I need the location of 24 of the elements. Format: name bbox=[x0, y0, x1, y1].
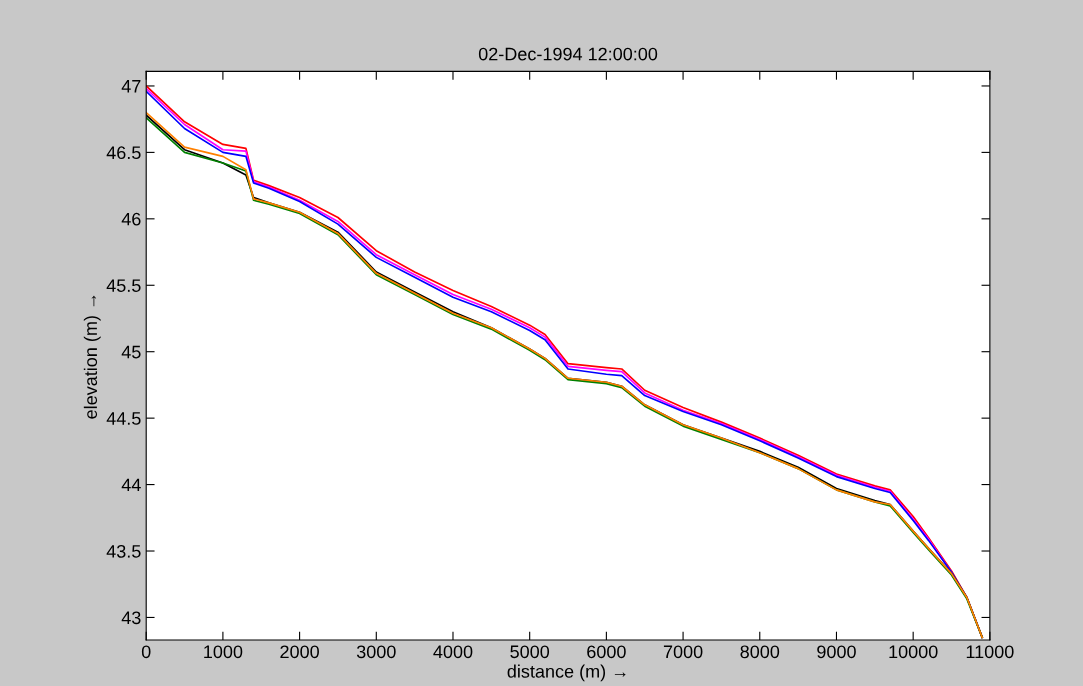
x-tick-label: 4000 bbox=[433, 645, 473, 659]
y-tick-label: 45.5 bbox=[106, 279, 141, 292]
y-tick-label: 44 bbox=[121, 478, 141, 492]
y-tick-label: 43 bbox=[121, 611, 141, 625]
x-tick-label: 3000 bbox=[356, 645, 396, 659]
x-tick-label: 11000 bbox=[966, 645, 1014, 659]
x-tick-label: 5000 bbox=[510, 645, 550, 659]
y-tick-label: 43.5 bbox=[106, 544, 141, 558]
y-tick-label: 44.5 bbox=[106, 412, 141, 425]
x-tick-label: 0 bbox=[141, 645, 151, 659]
y-tick-label: 46 bbox=[121, 212, 141, 226]
x-tick-label: 7000 bbox=[663, 645, 703, 659]
x-tick-label: 6000 bbox=[587, 645, 626, 659]
x-tick-label: 2000 bbox=[280, 645, 319, 659]
x-axis-title: distance (m) → bbox=[507, 664, 626, 682]
chart-title: 02-Dec-1994 12:00:00 bbox=[478, 47, 658, 61]
y-tick-label: 47 bbox=[121, 80, 141, 93]
x-tick-label: 1000 bbox=[204, 645, 243, 659]
y-axis-title: elevation (m) → bbox=[83, 295, 101, 419]
x-tick-label: 9000 bbox=[817, 645, 856, 659]
y-tick-label: 46.5 bbox=[106, 146, 141, 160]
x-tick-label: 8000 bbox=[740, 645, 780, 659]
y-tick-label: 45 bbox=[121, 345, 141, 359]
x-tick-label: 10000 bbox=[889, 645, 938, 659]
